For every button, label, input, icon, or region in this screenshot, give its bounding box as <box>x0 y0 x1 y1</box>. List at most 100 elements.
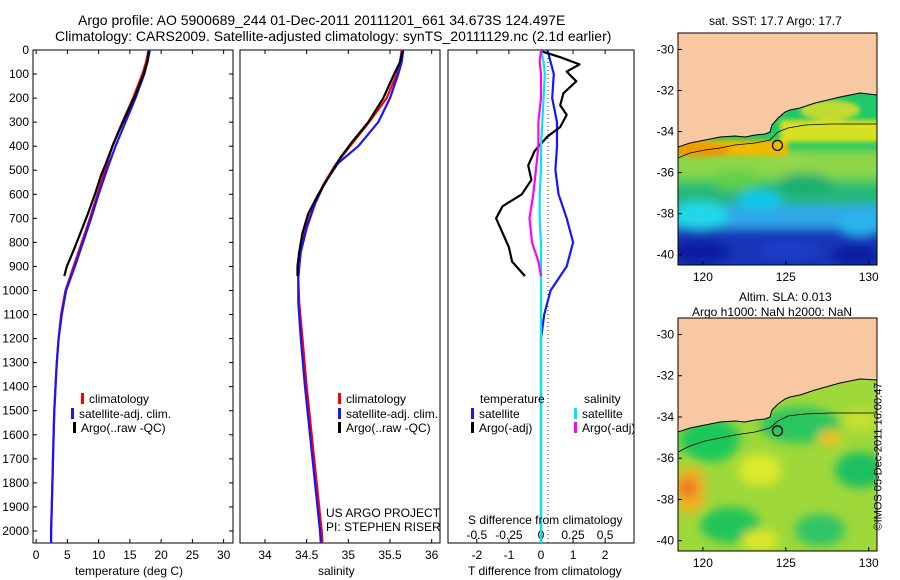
y-tick-label: 0 <box>22 43 29 57</box>
sst-map: 120 125 130 -30 -32 -34 -36 -38 -40 <box>657 32 879 284</box>
legend-temp-sat-label: satellite <box>479 407 520 421</box>
legend-argo-label: Argo(..raw -QC) <box>81 421 166 435</box>
map-y-tick-label: -40 <box>657 534 675 548</box>
y-tick-label: 1100 <box>3 308 29 322</box>
map-x-tick-label: 120 <box>693 556 713 570</box>
map-y-tick-label: -30 <box>657 42 675 56</box>
s-diff-tick-label: 0.25 <box>561 528 585 542</box>
legend-sal-argo-label: Argo(..raw -QC) <box>346 421 431 435</box>
x-tick-label: 34 <box>258 548 272 562</box>
x-tick-label: 20 <box>154 548 168 562</box>
x-tick-label: 1 <box>570 548 577 562</box>
imos-watermark: ©IMOS 05-Dec-2011 16:00:47 <box>872 382 885 531</box>
salinity-profile-panel: 34 34.5 35 35.5 36 <box>239 49 441 562</box>
t-difference-axis-label: T difference from climatology <box>468 564 622 578</box>
legend-temp-row-3: Argo(..raw -QC) <box>73 421 166 436</box>
sla-map: 120 125 130 -30 -32 -34 -36 -38 -40 <box>657 317 879 570</box>
series-line-satellite-adj-clim- <box>297 50 405 543</box>
map-x-tick-label: 130 <box>859 556 879 570</box>
isobath-contour <box>678 123 877 159</box>
map-x-tick-label: 125 <box>776 556 796 570</box>
map-y-tick-label: -38 <box>657 492 675 506</box>
x-tick-label: 35 <box>342 548 356 562</box>
s-difference-axis-label: S difference from climatology <box>468 513 623 527</box>
legend-sal-argo-label: Argo(-adj) <box>582 421 636 435</box>
legend-satellite-swatch <box>71 408 74 419</box>
y-tick-label: 1000 <box>2 283 29 297</box>
series-line-satellite-adj-clim- <box>49 50 151 543</box>
x-tick-label: 35.5 <box>378 548 402 562</box>
legend-temp-argo-swatch <box>471 422 474 433</box>
y-tick-label: 600 <box>9 187 29 201</box>
y-tick-label: 100 <box>9 67 29 81</box>
legend-sal-diff-row-1: satellite <box>574 407 623 422</box>
y-tick-label: 1600 <box>2 428 29 442</box>
map-y-tick-label: -38 <box>657 207 675 221</box>
legend-sal-argo-swatch <box>338 422 341 433</box>
legend-sal-argo-swatch <box>574 422 577 433</box>
legend-salinity-title: salinity <box>584 392 621 406</box>
x-tick-label: 34.5 <box>295 548 319 562</box>
legend-temperature-title: temperature <box>480 392 545 406</box>
sla-map-title: Altim. SLA: 0.013 <box>739 290 832 304</box>
y-tick-label: 1300 <box>2 356 29 370</box>
x-tick-label: 2 <box>602 548 609 562</box>
x-tick-label: 36 <box>425 548 439 562</box>
sst-map-title: sat. SST: 17.7 Argo: 17.7 <box>709 14 842 28</box>
legend-sal-row-2: satellite-adj. clim. <box>338 407 438 422</box>
legend-temp-row-1: climatology <box>81 392 149 407</box>
map-y-tick-label: -40 <box>657 248 675 262</box>
salinity-axis-label: salinity <box>318 564 355 578</box>
map-y-tick-label: -34 <box>657 410 675 424</box>
legend-temp-argo-label: Argo(-adj) <box>479 421 533 435</box>
legend-argo-swatch <box>73 422 76 433</box>
legend-temp-diff-row-1: satellite <box>471 407 520 422</box>
salinity-plot-frame <box>239 49 441 544</box>
y-tick-label: 1700 <box>2 452 29 466</box>
legend-temp-sat-swatch <box>471 408 474 419</box>
argo-float-position-marker <box>771 139 784 151</box>
temperature-profile-panel: 0100200300400500600700800900100011001200… <box>2 43 234 562</box>
x-tick-label: 10 <box>92 548 106 562</box>
x-tick-label: -2 <box>472 548 483 562</box>
argo-float-position-marker-2 <box>771 425 784 437</box>
y-tick-label: 700 <box>9 211 29 225</box>
y-tick-label: 1400 <box>2 380 29 394</box>
series-line-salinity-argo-adj- <box>528 50 543 277</box>
map-x-tick-label: 120 <box>693 270 713 284</box>
map-x-tick-label: 125 <box>776 270 796 284</box>
x-tick-label: 15 <box>123 548 137 562</box>
sla-map-subtitle: Argo h1000: NaN h2000: NaN <box>692 305 853 319</box>
y-tick-label: 500 <box>9 163 29 177</box>
x-tick-label: 0 <box>33 548 40 562</box>
y-tick-label: 300 <box>9 115 29 129</box>
temperature-plot-frame <box>32 49 234 544</box>
y-tick-label: 900 <box>9 259 29 273</box>
climatology-subtitle: Climatology: CARS2009. Satellite-adjuste… <box>55 28 612 44</box>
y-tick-label: 200 <box>9 91 29 105</box>
legend-satellite-label: satellite-adj. clim. <box>79 407 172 421</box>
y-tick-label: 1500 <box>2 404 29 418</box>
series-line-argo-raw-qc- <box>63 51 150 277</box>
s-diff-tick-label: -0.5 <box>467 528 488 542</box>
legend-sal-climatology-label: climatology <box>346 392 407 406</box>
pi-annotation: PI: STEPHEN RISER <box>326 520 441 534</box>
map-y-tick-label: -34 <box>657 125 675 139</box>
sst-map-frame <box>677 32 878 266</box>
x-tick-label: -1 <box>504 548 515 562</box>
y-tick-label: 1800 <box>2 476 29 490</box>
x-tick-label: 30 <box>217 548 231 562</box>
legend-climatology-label: climatology <box>89 392 150 406</box>
legend-sal-row-1: climatology <box>338 392 406 407</box>
temperature-axis-label: temperature (deg C) <box>75 564 184 578</box>
series-line-argo-raw-qc- <box>296 50 404 277</box>
project-annotation: US ARGO PROJECT <box>326 506 441 520</box>
legend-sal-sat-swatch <box>574 408 577 419</box>
legend-sal-climatology-swatch <box>338 393 341 404</box>
legend-sal-sat-label: satellite <box>582 407 623 421</box>
y-tick-label: 1200 <box>2 332 29 346</box>
map-y-tick-label: -36 <box>657 166 675 180</box>
difference-profile-panel: -2 -1 0 1 2-0.5 -0.25 0 0.25 0.5 <box>447 49 635 562</box>
coastline-landmass <box>678 33 877 148</box>
